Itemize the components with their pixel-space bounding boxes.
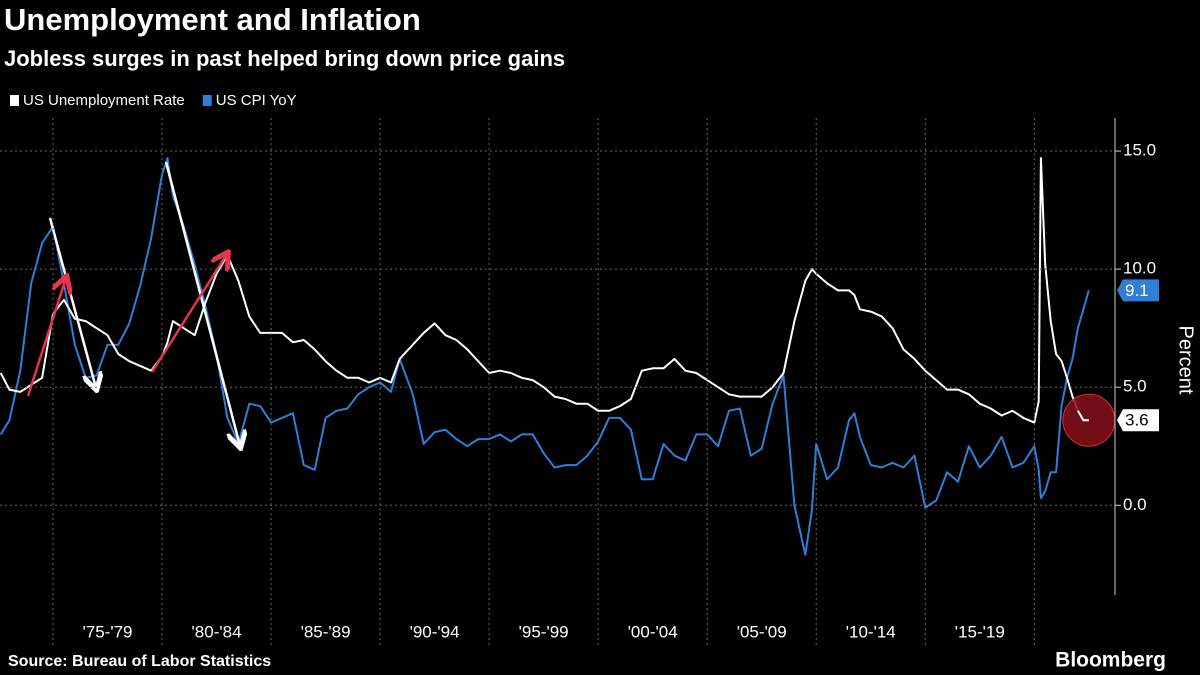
y-axis-label: Percent [1175,326,1197,395]
legend-label: US CPI YoY [216,92,297,109]
x-tick-label: '10-'14 [846,622,896,641]
value-label-box [1117,279,1159,302]
x-tick-label: '15-'19 [955,622,1005,641]
y-tick-label: 5.0 [1123,377,1147,396]
legend-swatch [202,95,212,106]
series-line [0,157,1090,556]
y-tick-label: 0.0 [1123,495,1147,514]
x-tick-label: '90-'94 [410,622,460,641]
arrow [48,217,96,388]
value-label: 9.1 [1125,281,1149,300]
brand: Bloomberg [1055,649,1166,672]
x-tick-label: '95-'99 [519,622,569,641]
annotation-arrows [26,161,240,446]
arrow [26,278,66,397]
x-tick-label: '75-'79 [83,622,133,641]
chart-title: Unemployment and Inflation [4,2,421,37]
value-label: 3.6 [1125,411,1149,430]
x-tick-label: '80-'84 [192,622,242,641]
x-tick-label: '05-'09 [737,622,787,641]
series-line [0,157,1089,424]
legend-label: US Unemployment Rate [23,92,185,109]
plot [0,157,1116,556]
legend-swatch [10,95,19,106]
source: Source: Bureau of Labor Statistics [8,653,271,670]
x-tick-label: '85-'89 [301,622,351,641]
arrow [150,254,227,373]
y-tick-label: 15.0 [1123,141,1156,160]
value-label-box [1117,409,1159,432]
arrow [164,161,240,446]
y-tick-label: 10.0 [1123,259,1156,278]
series-line-tail [1077,410,1089,422]
chart-subtitle: Jobless surges in past helped bring down… [4,46,565,71]
x-tick-label: '00-'04 [628,622,678,641]
